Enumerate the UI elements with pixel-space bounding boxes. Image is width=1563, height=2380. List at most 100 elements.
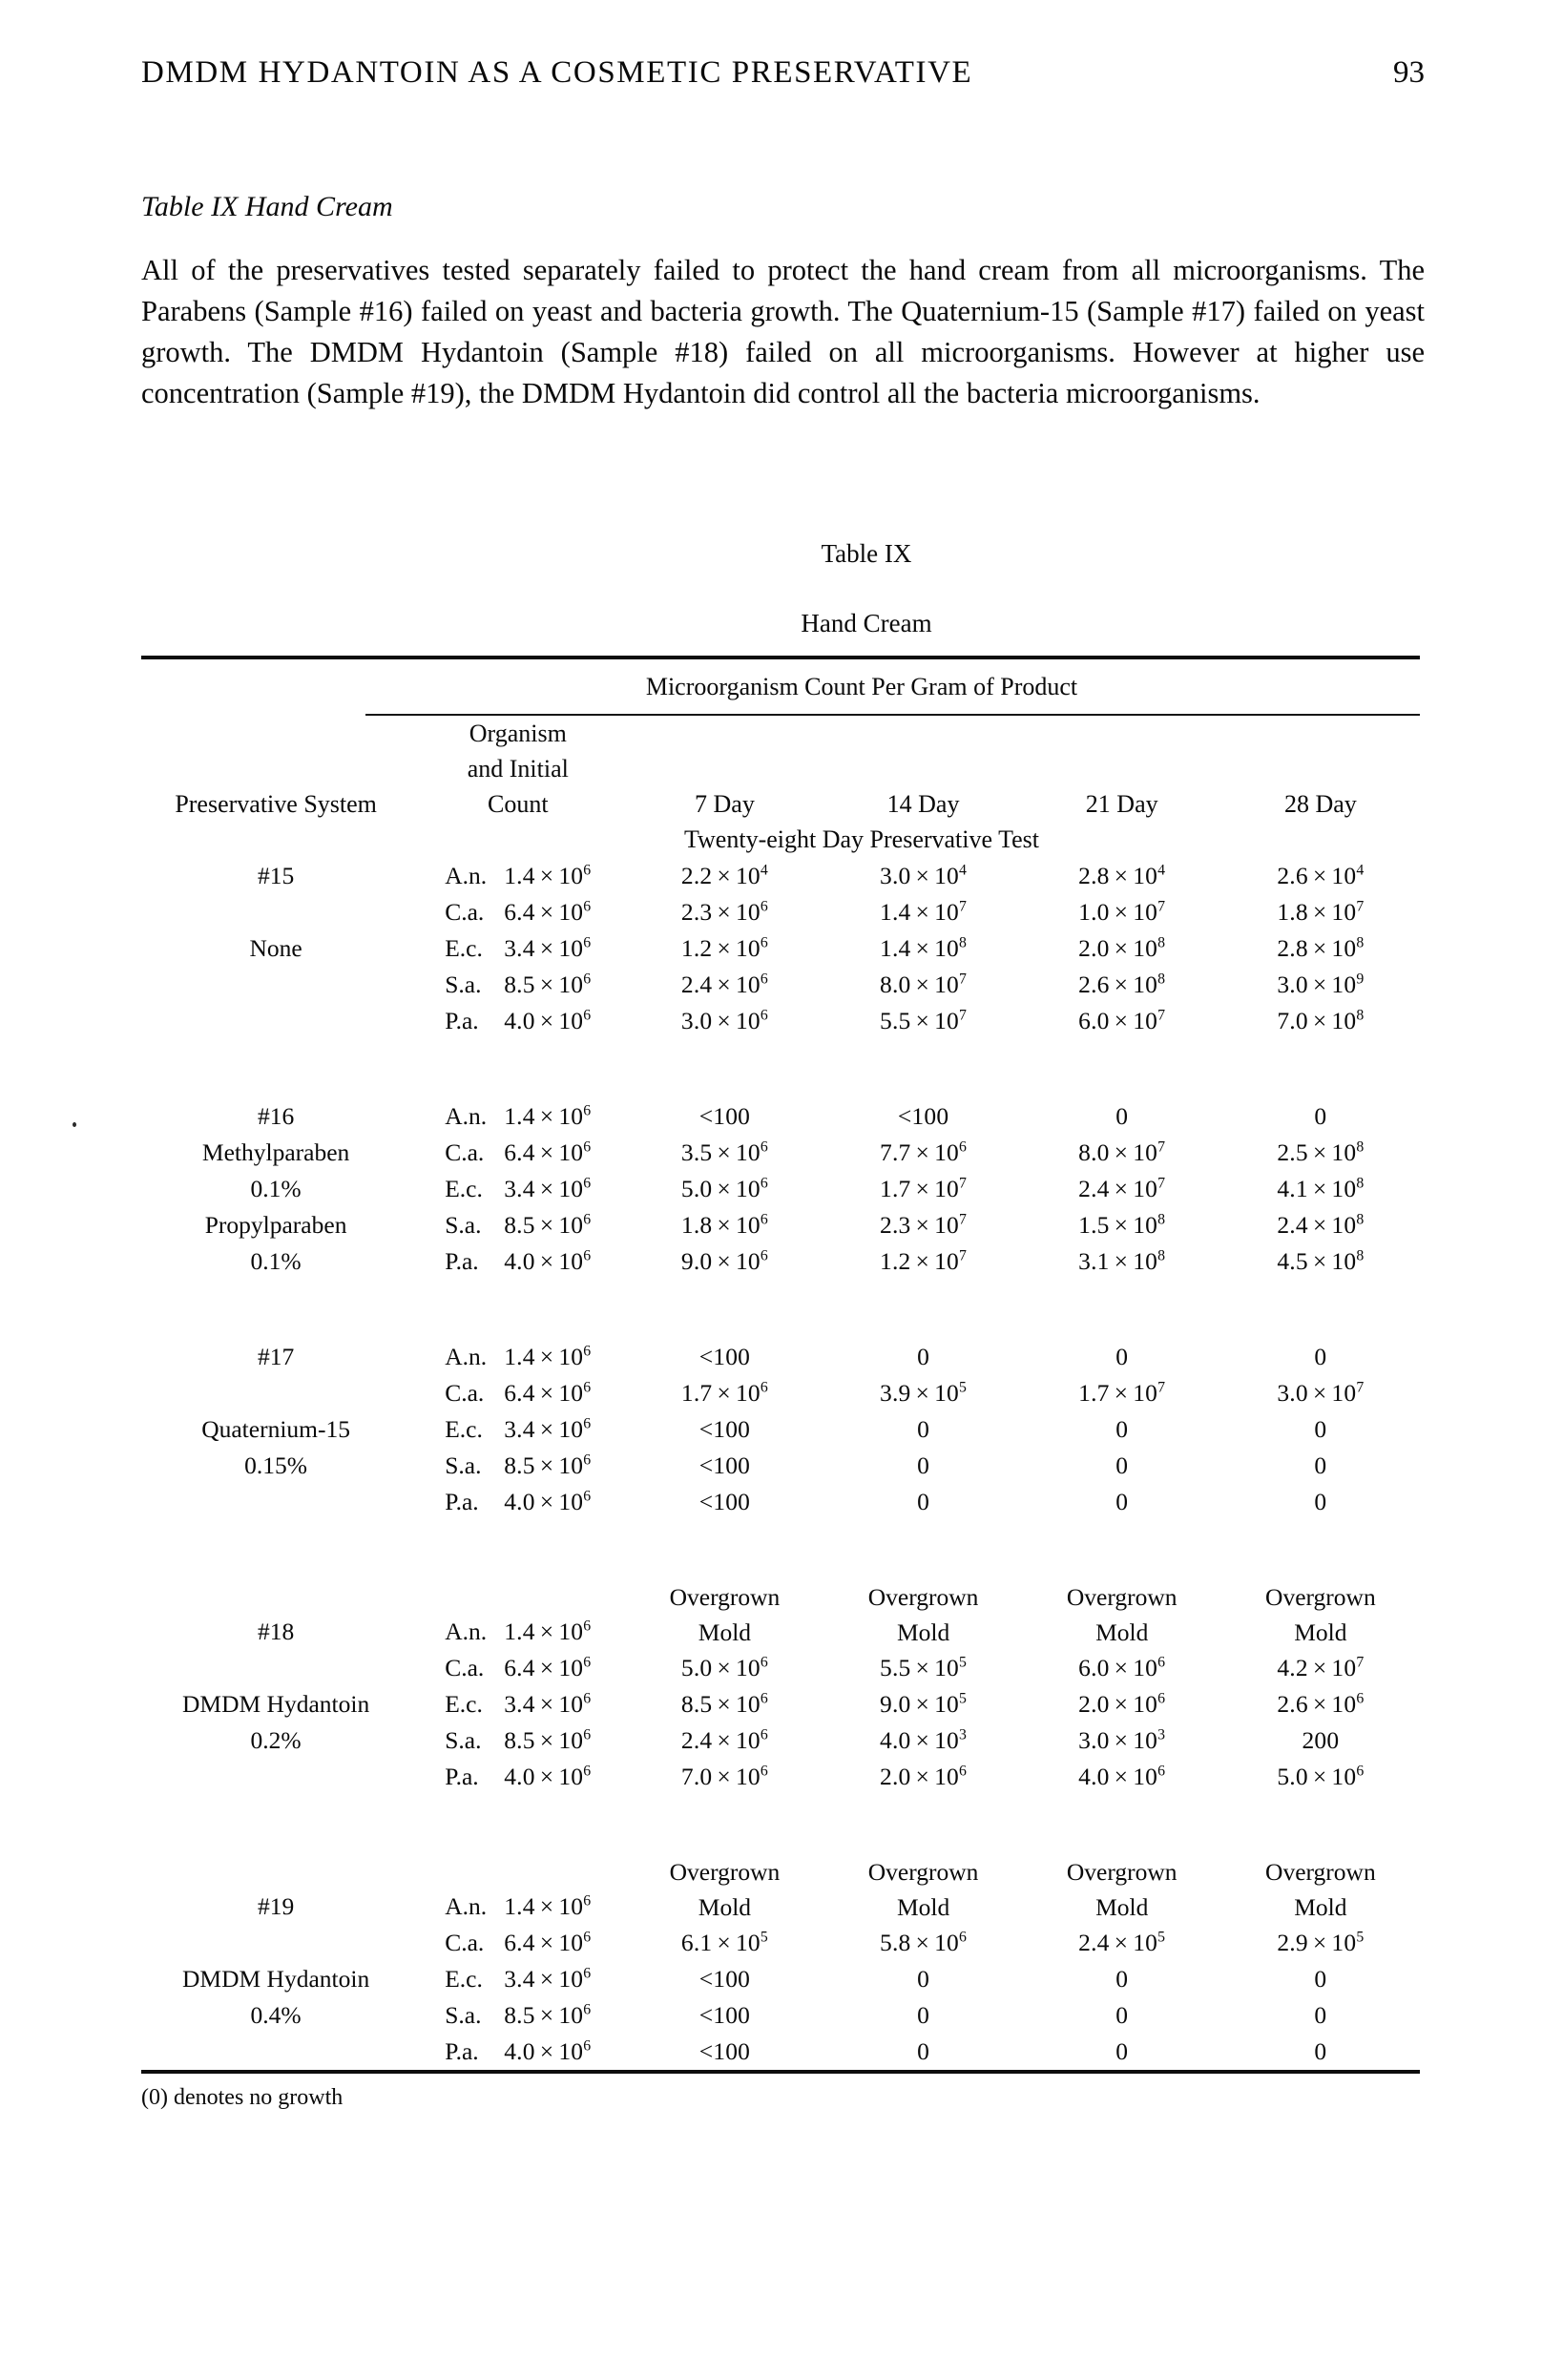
cell-day-28-count: 0	[1314, 2037, 1327, 2065]
cell-day-21-count: 3.1 × 108	[1078, 1247, 1166, 1275]
cell-day-14-count: 0	[917, 1343, 930, 1370]
cell-organism-initial-count: S.a. 8.5 × 106	[445, 2001, 592, 2029]
cell-organism-initial-count: A.n. 1.4 × 106	[445, 862, 592, 889]
table-row: S.a. 8.5 × 106 2.4 × 106 8.0 × 107 2.6 × 108 3.0 × 109	[141, 967, 1420, 1003]
scan-speck	[73, 1122, 76, 1127]
table-row: #16 A.n. 1.4 × 106 <100 <100 0 0	[141, 1098, 1420, 1135]
col-header-14-day: 14 Day	[824, 716, 1023, 822]
cell-day-28-count: 4.5 × 108	[1277, 1247, 1365, 1275]
cell-organism-initial-count: P.a. 4.0 × 106	[445, 1488, 592, 1515]
cell-organism-initial-count: S.a. 8.5 × 106	[445, 1211, 592, 1239]
cell-day-28-count: 2.8 × 108	[1277, 934, 1365, 962]
cell-organism-initial-count: A.n. 1.4 × 106	[445, 1343, 592, 1370]
running-head-title: DMDM HYDANTOIN AS A COSMETIC PRESERVATIV…	[141, 55, 973, 90]
cell-day-28-count: 2.5 × 108	[1277, 1138, 1365, 1166]
cell-day-14-count: 0	[917, 1965, 930, 1993]
cell-preservative-system	[141, 967, 410, 1003]
cell-day-7-count: 1.8 × 106	[680, 1211, 768, 1239]
cell-day-7-count: 6.1 × 105	[680, 1929, 768, 1956]
cell-day-14-count: 1.4 × 108	[880, 934, 968, 962]
cell-day-28-count: 0	[1314, 1343, 1327, 1370]
col-header-line: Organism	[469, 720, 567, 747]
cell-day-14-count: 0	[917, 1415, 930, 1443]
cell-preservative-system	[141, 1759, 410, 1795]
cell-organism-initial-count: P.a. 4.0 × 106	[445, 1763, 592, 1790]
table-banner: Twenty-eight Day Preservative Test	[141, 822, 1420, 858]
cell-day-21-count: 1.5 × 108	[1078, 1211, 1166, 1239]
cell-day-7-count: 3.0 × 106	[680, 1007, 768, 1034]
cell-day-21-count: Overgrown Mold	[1066, 1583, 1177, 1646]
cell-day-14-count: 5.8 × 106	[880, 1929, 968, 1956]
cell-day-21-count: 0	[1115, 1415, 1129, 1443]
cell-day-21-count: 1.0 × 107	[1078, 898, 1166, 926]
cell-day-14-count: 2.0 × 106	[880, 1763, 968, 1790]
cell-day-14-count: <100	[897, 1102, 949, 1130]
cell-day-7-count: <100	[698, 1488, 751, 1515]
cell-organism-initial-count: C.a. 6.4 × 106	[445, 1929, 592, 1956]
results-table: Preservative System Organism and Initial…	[141, 716, 1420, 2070]
table-banner-row: Twenty-eight Day Preservative Test	[141, 822, 1420, 858]
table-footnote: (0) denotes no growth	[141, 2085, 344, 2110]
cell-day-28-count: 7.0 × 108	[1277, 1007, 1365, 1034]
cell-organism-initial-count: E.c. 3.4 × 106	[445, 934, 592, 962]
col-header-line: Preservative System	[175, 790, 377, 818]
block-spacer	[141, 1039, 1420, 1098]
cell-day-7-count: 5.0 × 106	[680, 1175, 768, 1202]
col-header-28-day: 28 Day	[1221, 716, 1420, 822]
col-header-preservative-system: Preservative System	[141, 716, 410, 822]
cell-day-14-count: 5.5 × 105	[880, 1654, 968, 1681]
cell-organism-initial-count: S.a. 8.5 × 106	[445, 1451, 592, 1479]
cell-preservative-system: 0.2%	[250, 1726, 302, 1754]
cell-day-28-count: 4.1 × 108	[1277, 1175, 1365, 1202]
table-block: Table IX Hand Cream Microorganism Count …	[141, 539, 1420, 2111]
cell-day-7-count: Overgrown Mold	[669, 1583, 781, 1646]
table-head: Preservative System Organism and Initial…	[141, 716, 1420, 822]
col-header-line: 28 Day	[1283, 790, 1357, 818]
cell-day-28-count: 2.6 × 106	[1277, 1690, 1365, 1718]
cell-day-7-count: <100	[698, 2037, 751, 2065]
cell-day-7-count: <100	[698, 1451, 751, 1479]
cell-day-21-count: 2.4 × 107	[1078, 1175, 1166, 1202]
table-row: 0.2% S.a. 8.5 × 106 2.4 × 106 4.0 × 103 3.0 × 103 200	[141, 1722, 1420, 1759]
table-number: Table IX	[821, 539, 912, 568]
table-row: P.a. 4.0 × 106 3.0 × 106 5.5 × 107 6.0 × 107 7.0 × 108	[141, 1003, 1420, 1039]
cell-day-7-count: 1.7 × 106	[680, 1379, 768, 1407]
table-row: 0.4% S.a. 8.5 × 106 <100 0 0 0	[141, 1997, 1420, 2034]
block-spacer-cell	[141, 1280, 1420, 1339]
cell-day-21-count: 4.0 × 106	[1078, 1763, 1166, 1790]
cell-day-7-count: <100	[698, 1415, 751, 1443]
cell-day-28-count: 2.4 × 108	[1277, 1211, 1365, 1239]
cell-day-14-count: 4.0 × 103	[880, 1726, 968, 1754]
cell-preservative-system	[141, 1375, 410, 1411]
cell-organism-initial-count: E.c. 3.4 × 106	[445, 1415, 592, 1443]
table-row: #18 A.n. 1.4 × 106 Overgrown Mold Overgrown Mold…	[141, 1579, 1420, 1650]
cell-organism-initial-count: A.n. 1.4 × 106	[445, 1618, 592, 1645]
cell-day-28-count: 2.9 × 105	[1277, 1929, 1365, 1956]
table-row: None E.c. 3.4 × 106 1.2 × 106 1.4 × 108 2.0 × 108 2.8 ×…	[141, 930, 1420, 967]
cell-day-7-count: 3.5 × 106	[680, 1138, 768, 1166]
cell-organism-initial-count: E.c. 3.4 × 106	[445, 1175, 592, 1202]
cell-day-21-count: 2.6 × 108	[1078, 971, 1166, 998]
cell-day-28-count: 0	[1314, 1488, 1327, 1515]
table-row: 0.1% P.a. 4.0 × 106 9.0 × 106 1.2 × 107 3.1 × 108 4.5 ×…	[141, 1243, 1420, 1280]
cell-preservative-system: 0.4%	[250, 2001, 302, 2029]
cell-day-14-count: 7.7 × 106	[880, 1138, 968, 1166]
cell-day-7-count: 9.0 × 106	[680, 1247, 768, 1275]
cell-preservative-system: #15	[257, 862, 295, 889]
table-row: Methylparaben C.a. 6.4 × 106 3.5 × 106 7.7 × 106 8.…	[141, 1135, 1420, 1171]
col-header-line: and Initial	[467, 755, 569, 783]
table-product: Hand Cream	[801, 609, 932, 637]
cell-organism-initial-count: S.a. 8.5 × 106	[445, 971, 592, 998]
cell-preservative-system: DMDM Hydantoin	[181, 1690, 370, 1718]
col-header-line: 14 Day	[886, 790, 960, 818]
cell-day-14-count: 3.0 × 104	[880, 862, 968, 889]
col-header-7-day: 7 Day	[625, 716, 823, 822]
cell-preservative-system	[141, 1003, 410, 1039]
cell-preservative-system: None	[249, 934, 302, 962]
running-head: DMDM HYDANTOIN AS A COSMETIC PRESERVATIV…	[141, 55, 1425, 91]
cell-day-14-count: Overgrown Mold	[867, 1858, 979, 1921]
table-row: #19 A.n. 1.4 × 106 Overgrown Mold Overgrown Mold…	[141, 1854, 1420, 1925]
cell-preservative-system	[141, 2034, 410, 2070]
cell-day-7-count: 7.0 × 106	[680, 1763, 768, 1790]
section-caption: Table IX Hand Cream	[141, 191, 393, 222]
